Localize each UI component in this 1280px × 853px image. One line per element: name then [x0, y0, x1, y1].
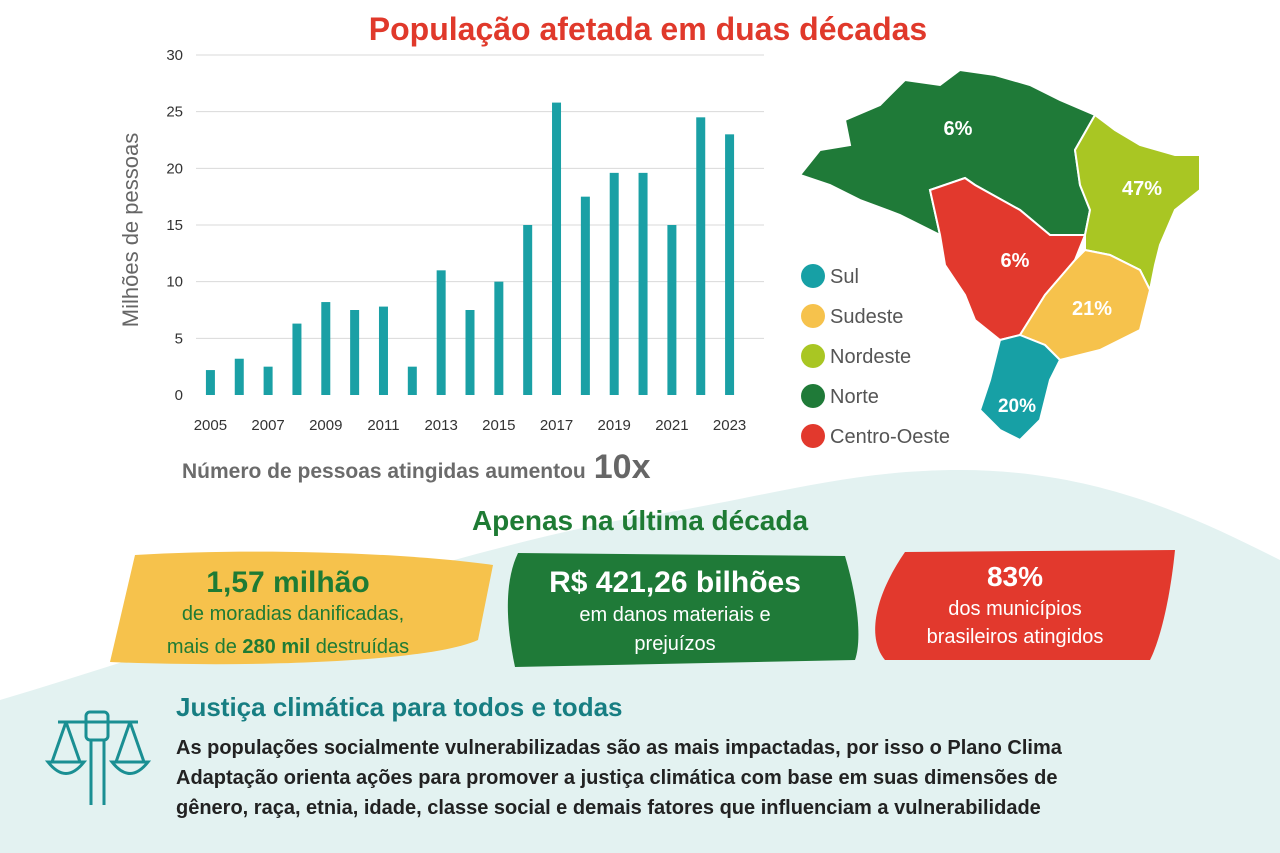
region-nordeste — [1073, 113, 1201, 294]
stat-card — [875, 550, 1175, 660]
stat-text: de moradias danificadas, — [182, 603, 404, 625]
stat-headline: 1,57 milhão — [206, 566, 369, 599]
x-tick-label: 2019 — [598, 417, 631, 434]
y-tick-label: 10 — [166, 274, 183, 291]
legend-swatch — [801, 264, 825, 288]
x-tick-label: 2007 — [251, 417, 284, 434]
section-title: Apenas na última década — [472, 505, 809, 536]
bar — [552, 102, 562, 395]
bar — [494, 281, 504, 395]
justice-text: Adaptação orienta ações para promover a … — [176, 767, 1057, 789]
bar — [465, 310, 475, 395]
bar — [205, 370, 215, 395]
legend: Sul Sudeste Nordeste Norte Centro-Oeste — [801, 264, 950, 448]
bar — [321, 302, 331, 395]
y-tick-label: 25 — [166, 104, 183, 121]
subtitle-emphasis: 10x — [594, 448, 651, 486]
stat-card — [110, 551, 493, 665]
legend-swatch — [801, 424, 825, 448]
bar — [638, 172, 648, 395]
bar — [292, 323, 302, 395]
chart-subtitle: Número de pessoas atingidas aumentou 10x — [182, 448, 651, 486]
x-tick-label: 2011 — [367, 417, 399, 434]
bar-chart: 0 5 10 15 20 25 30 2005 2007 2009 2011 2013 2015 2017… — [166, 47, 764, 434]
stat-headline: 83% — [987, 561, 1043, 592]
stat-text: dos municípios — [948, 598, 1081, 620]
y-tick-label: 20 — [166, 160, 183, 177]
bar — [263, 366, 273, 395]
y-tick-label: 0 — [175, 387, 183, 404]
bar — [523, 225, 533, 395]
chart-title: População afetada em duas décadas — [369, 11, 927, 47]
region-label: 47% — [1122, 178, 1162, 200]
legend-label: Centro-Oeste — [830, 426, 950, 448]
stat-text-part: destruídas — [310, 636, 409, 658]
legend-label: Sudeste — [830, 306, 903, 328]
justice-text: gênero, raça, etnia, idade, classe socia… — [176, 797, 1041, 819]
x-tick-label: 2013 — [424, 417, 457, 434]
bar — [436, 270, 446, 395]
y-tick-label: 5 — [175, 330, 183, 347]
stat-card — [507, 553, 859, 667]
legend-label: Sul — [830, 266, 859, 288]
justice-title: Justiça climática para todos e todas — [176, 692, 623, 722]
bar — [725, 134, 735, 396]
brazil-map: 6% 47% 6% 21% 20% — [798, 68, 1201, 442]
justice-text: As populações socialmente vulnerabilizad… — [176, 737, 1063, 759]
region-label: 6% — [1001, 250, 1030, 272]
y-axis-title: Milhões de pessoas — [118, 133, 143, 327]
region-label: 6% — [944, 118, 973, 140]
bar — [696, 117, 706, 395]
x-tick-label: 2023 — [713, 417, 746, 434]
legend-label: Norte — [830, 386, 879, 408]
stat-text: prejuízos — [634, 633, 715, 655]
x-tick-label: 2021 — [655, 417, 688, 434]
stat-text-part: mais de — [167, 636, 243, 658]
bar — [609, 172, 619, 395]
bar — [580, 196, 590, 395]
y-tick-label: 30 — [166, 47, 183, 64]
x-tick-label: 2015 — [482, 417, 515, 434]
stat-text-bold: 280 mil — [242, 636, 310, 658]
legend-swatch — [801, 384, 825, 408]
x-tick-label: 2005 — [194, 417, 227, 434]
region-sul — [978, 333, 1062, 442]
region-label: 20% — [998, 396, 1036, 417]
bar — [667, 225, 677, 395]
stat-text: em danos materiais e — [579, 604, 770, 626]
stat-headline: R$ 421,26 bilhões — [549, 566, 801, 599]
x-tick-label: 2017 — [540, 417, 573, 434]
bar — [234, 358, 244, 395]
y-tick-label: 15 — [166, 217, 183, 234]
bar — [378, 306, 388, 395]
region-sudeste — [1018, 248, 1152, 362]
justice-icon — [44, 710, 152, 805]
stat-text: mais de 280 mil destruídas — [167, 636, 409, 658]
stat-text: brasileiros atingidos — [927, 626, 1104, 648]
legend-swatch — [801, 304, 825, 328]
bar — [407, 366, 417, 395]
legend-label: Nordeste — [830, 346, 911, 368]
legend-swatch — [801, 344, 825, 368]
region-label: 21% — [1072, 298, 1112, 320]
subtitle-text: Número de pessoas atingidas aumentou — [182, 460, 586, 483]
x-tick-label: 2009 — [309, 417, 342, 434]
bar — [350, 310, 360, 395]
